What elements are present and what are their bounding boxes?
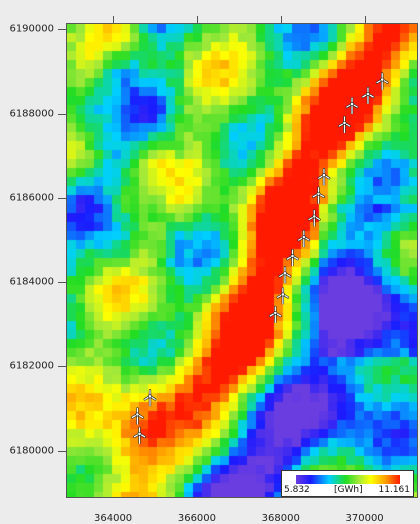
y-tick-label: 6186000	[9, 192, 54, 204]
x-tick-mark	[280, 16, 282, 23]
legend-max-label: 11.161	[378, 485, 411, 495]
wind-turbine-icon[interactable]	[297, 229, 311, 248]
y-tick-label: 6188000	[9, 108, 54, 120]
wind-turbine-icon[interactable]	[361, 86, 375, 104]
wind-turbine-icon[interactable]	[131, 407, 144, 425]
y-tick-mark	[58, 197, 66, 199]
legend-min-label: 5.832	[284, 485, 310, 495]
y-tick-mark	[58, 282, 66, 284]
wind-turbine-icon[interactable]	[133, 426, 146, 444]
y-tick-label: 6184000	[9, 276, 54, 288]
x-tick-mark	[364, 16, 366, 23]
y-tick-mark	[58, 450, 66, 452]
wind-turbine-icon[interactable]	[286, 248, 299, 267]
x-tick-label: 364000	[94, 513, 133, 524]
y-tick-label: 6180000	[9, 445, 54, 457]
wind-turbine-icon[interactable]	[276, 287, 290, 305]
legend-unit-label: [GWh]	[334, 485, 363, 495]
x-tick-label: 370000	[345, 513, 384, 524]
x-tick-mark	[196, 16, 198, 23]
wind-turbine-icon[interactable]	[278, 266, 292, 284]
wind-turbine-icon[interactable]	[268, 305, 282, 323]
wind-turbine-icon[interactable]	[143, 389, 157, 407]
energy-heatmap	[67, 24, 417, 497]
x-tick-label: 366000	[177, 513, 217, 524]
wind-turbine-icon[interactable]	[345, 96, 359, 115]
y-tick-label: 6190000	[9, 23, 54, 35]
color-legend: 5.832 [GWh] 11.161	[281, 470, 414, 497]
y-tick-label: 6182000	[9, 360, 54, 372]
x-tick-label: 368000	[261, 513, 300, 524]
legend-colorbar	[296, 475, 400, 484]
x-tick-mark	[113, 16, 115, 23]
wind-turbine-icon[interactable]	[375, 72, 389, 90]
map-panel[interactable]	[66, 23, 418, 498]
y-tick-mark	[58, 366, 66, 368]
y-tick-mark	[58, 29, 66, 31]
turbine-layer	[131, 72, 389, 444]
wind-turbine-icon[interactable]	[338, 115, 351, 133]
wind-turbine-icon[interactable]	[312, 186, 325, 204]
wind-turbine-icon[interactable]	[317, 168, 331, 186]
y-tick-mark	[58, 113, 66, 115]
wind-turbine-icon[interactable]	[307, 209, 321, 227]
